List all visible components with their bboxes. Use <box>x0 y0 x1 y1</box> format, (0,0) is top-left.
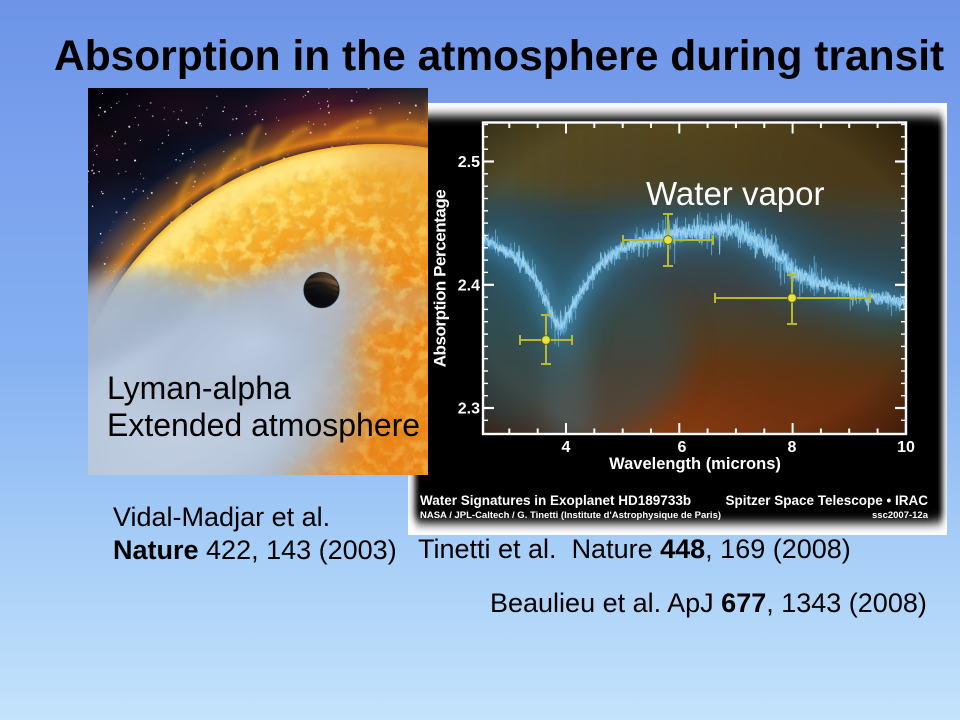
svg-text:ssc2007-12a: ssc2007-12a <box>872 510 929 521</box>
svg-text:Absorption Percentage: Absorption Percentage <box>431 190 450 368</box>
svg-text:2.4: 2.4 <box>458 278 480 295</box>
svg-text:6: 6 <box>678 439 687 456</box>
svg-text:10: 10 <box>897 439 915 456</box>
svg-text:4: 4 <box>562 439 571 456</box>
svg-text:8: 8 <box>788 439 797 456</box>
svg-text:NASA / JPL-Caltech / G. Tinett: NASA / JPL-Caltech / G. Tinetti (Institu… <box>420 510 721 521</box>
svg-text:2.3: 2.3 <box>458 401 480 418</box>
svg-text:Wavelength (microns): Wavelength (microns) <box>609 455 781 473</box>
svg-text:Spitzer Space Telescope • IRAC: Spitzer Space Telescope • IRAC <box>725 493 928 508</box>
svg-text:Water Signatures in Exoplanet: Water Signatures in Exoplanet HD189733b <box>420 493 691 508</box>
svg-text:Lyman-alpha: Lyman-alpha <box>107 370 291 406</box>
svg-text:2.5: 2.5 <box>458 154 480 171</box>
svg-text:Extended atmosphere: Extended atmosphere <box>107 407 420 443</box>
svg-text:Water vapor: Water vapor <box>646 175 825 212</box>
